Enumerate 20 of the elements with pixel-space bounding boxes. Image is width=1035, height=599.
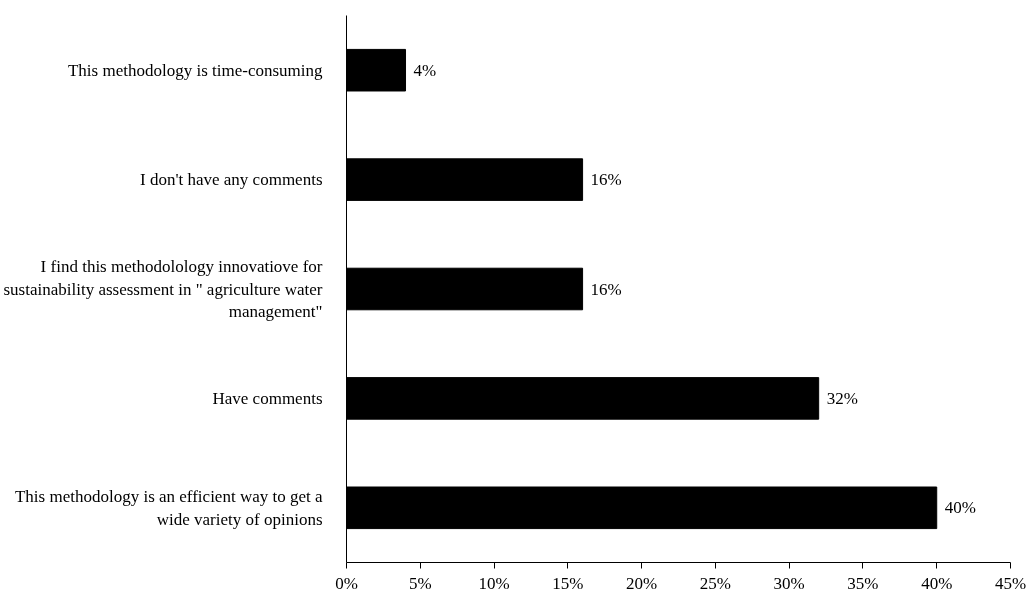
x-tick-label: 0%: [335, 573, 358, 593]
data-label: 32%: [826, 388, 858, 408]
x-tick-label: 10%: [478, 573, 510, 593]
x-tick-label: 35%: [847, 573, 879, 593]
data-label: 40%: [944, 498, 976, 518]
x-tick-label: 20%: [626, 573, 658, 593]
x-tick-label: 40%: [921, 573, 953, 593]
x-tick-label: 5%: [408, 573, 432, 593]
x-tick-label: 45%: [994, 573, 1027, 593]
x-tick-label: 15%: [552, 573, 584, 593]
y-tick-label: This methodology is time-consuming: [67, 60, 323, 80]
y-tick-label: I don't have any comments: [140, 170, 323, 190]
y-tick-label: This methodology is an efficient way to get a wide variety of opinions: [15, 486, 323, 529]
x-tick-label: 25%: [699, 573, 731, 593]
data-label: 16%: [590, 170, 622, 190]
data-label: 4%: [413, 60, 437, 80]
data-label: 16%: [590, 279, 622, 299]
y-tick-label: Have comments: [212, 388, 323, 408]
y-tick-label: I find this methodolology innovatiove for sustainability assessment in " agriculture water management": [3, 256, 323, 322]
x-tick-label: 30%: [773, 573, 805, 593]
